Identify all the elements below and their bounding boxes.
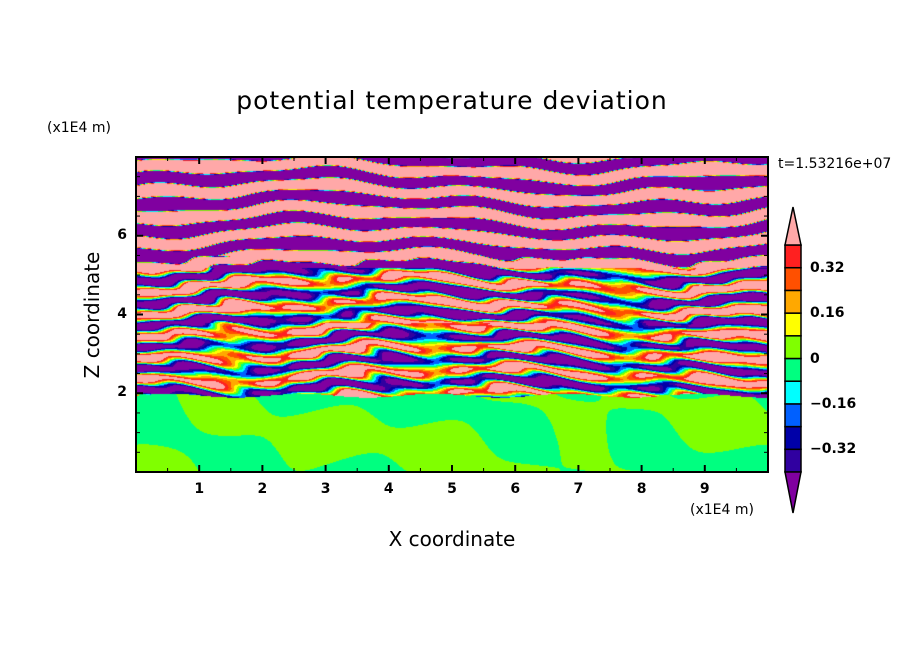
colorbar-box [784,448,802,473]
colorbar-box [784,244,802,269]
y-tick-label: 2 [117,384,127,401]
x-tick-label: 3 [320,481,331,497]
x-tick-label: 9 [699,481,710,497]
x-axis-label: X coordinate [388,527,516,551]
x-tick-label: 7 [573,481,584,497]
colorbar-box [784,266,802,292]
chart-title: potential temperature deviation [236,86,668,115]
plot-frame [135,156,769,473]
x-tick-label: 4 [383,481,394,497]
colorbar-box [784,335,802,360]
x-unit-label: (x1E4 m) [690,502,754,518]
colorbar-label: 0.16 [810,305,845,322]
colorbar-box [784,403,802,428]
colorbar-lower-extend [784,471,802,514]
colorbar-label: −0.16 [810,395,857,412]
x-tick-label: 2 [257,481,268,497]
colorbar-box [784,357,802,382]
colorbar-upper-extend [784,206,802,246]
colorbar-label: 0 [810,350,820,367]
y-tick-label: 4 [117,305,127,322]
x-tick-label: 1 [194,481,205,497]
y-tick-label: 6 [117,226,127,243]
colorbar-box [784,380,802,405]
colorbar-box [784,425,802,451]
contour-field [136,157,768,472]
colorbar-box [784,312,802,337]
x-tick-label: 6 [510,481,521,497]
colorbar-label: −0.32 [810,441,857,458]
time-label: t=1.53216e+07 [778,156,892,172]
colorbar-label: 0.32 [810,259,845,276]
x-tick-label: 8 [636,481,647,497]
x-tick-label: 5 [447,481,457,497]
colorbar-box [784,289,802,314]
y-unit-label: (x1E4 m) [47,120,111,136]
